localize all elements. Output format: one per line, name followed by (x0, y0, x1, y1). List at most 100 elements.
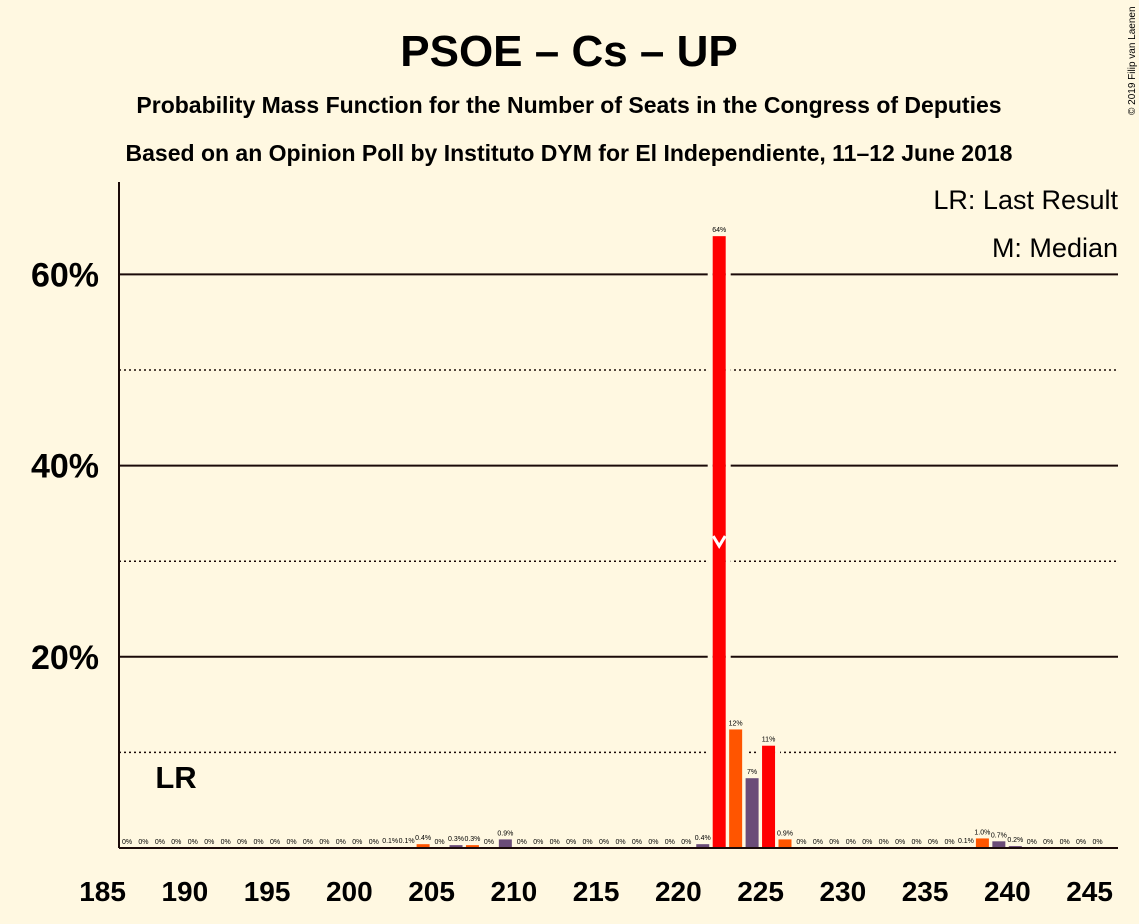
bar-label-seat-217: 0% (632, 839, 642, 846)
bar-seat-239 (992, 841, 1006, 848)
x-tick-label: 210 (490, 876, 537, 907)
bar-label-seat-193: 0% (237, 839, 247, 846)
bar-label-seat-206: 0.3% (448, 836, 464, 843)
bar-seat-204 (416, 844, 430, 848)
bar-label-seat-225: 11% (762, 737, 776, 744)
gridline-gap (707, 272, 713, 277)
gridline-gap (725, 559, 731, 564)
bar-label-seat-205: 0% (434, 839, 444, 846)
bar-label-seat-230: 0% (846, 839, 856, 846)
bar-seat-238 (975, 838, 989, 848)
bar-seat-223 (729, 729, 743, 848)
bar-seat-206 (449, 845, 463, 848)
x-tick-label: 235 (902, 876, 949, 907)
bar-label-seat-221: 0.4% (695, 835, 711, 842)
chart-title: PSOE – Cs – UP (400, 27, 737, 76)
bar-label-seat-200: 0% (352, 839, 362, 846)
gridlines (119, 272, 1118, 755)
bar-label-seat-204: 0.4% (415, 835, 431, 842)
bar-label-seat-228: 0% (813, 839, 823, 846)
bar-label-seat-222: 64% (712, 227, 726, 234)
bar-label-seat-203: 0.1% (399, 838, 415, 845)
bar-label-seat-237: 0.1% (958, 838, 974, 845)
bar-label-seat-218: 0% (648, 839, 658, 846)
bar-label-seat-202: 0.1% (382, 838, 398, 845)
gridline-gap (725, 368, 731, 372)
bar-label-seat-211: 0% (533, 839, 543, 846)
bar-seat-222 (712, 236, 726, 848)
gridline-gap (725, 272, 731, 277)
bar-label-seat-195: 0% (270, 839, 280, 846)
median-marker (711, 535, 727, 549)
bars (383, 236, 1022, 848)
y-tick-label: 40% (31, 448, 99, 486)
gridline-gap (742, 750, 748, 755)
gridline-gap (707, 463, 713, 468)
bar-label-seat-191: 0% (204, 839, 214, 846)
bar-label-seat-241: 0% (1027, 839, 1037, 846)
bar-label-seat-213: 0% (566, 839, 576, 846)
bar-label-seat-243: 0% (1060, 839, 1070, 846)
x-tick-label: 220 (655, 876, 702, 907)
y-tick-labels: 20% 40% 60% (31, 256, 99, 676)
legend-last-result: LR: Last Result (933, 185, 1118, 215)
bar-label-seat-224: 7% (747, 769, 757, 776)
bar-label-seat-190: 0% (188, 839, 198, 846)
bar-label-seat-245: 0% (1092, 839, 1102, 846)
bar-label-seat-186: 0% (122, 839, 132, 846)
x-tick-label: 230 (819, 876, 866, 907)
bar-label-seat-199: 0% (336, 839, 346, 846)
bar-label-seat-242: 0% (1043, 839, 1053, 846)
gridline-gap (725, 463, 731, 468)
gridline-gap (725, 654, 731, 659)
copyright-notice: © 2019 Filip van Laenen (1127, 6, 1138, 115)
x-tick-label: 240 (984, 876, 1031, 907)
gridline-gap (707, 750, 713, 755)
x-tick-label: 205 (408, 876, 455, 907)
x-tick-label: 190 (161, 876, 208, 907)
median-chevron (711, 535, 727, 549)
bar-label-seat-208: 0% (484, 839, 494, 846)
last-result-marker: LR (155, 760, 196, 795)
bar-seat-224 (745, 778, 759, 848)
gridline-gap (775, 750, 781, 755)
y-tick-label: 20% (31, 639, 99, 677)
bar-label-seat-198: 0% (319, 839, 329, 846)
bar-label-seat-223: 12% (729, 720, 743, 727)
x-tick-label: 195 (244, 876, 291, 907)
bar-label-seat-192: 0% (221, 839, 231, 846)
bar-label-seat-194: 0% (254, 839, 264, 846)
bar-label-seat-212: 0% (550, 839, 560, 846)
bar-seat-221 (696, 844, 710, 848)
bar-label-seat-239: 0.7% (991, 832, 1007, 839)
gridline-gap (707, 559, 713, 564)
bar-label-seat-210: 0% (517, 839, 527, 846)
bar-label-seat-232: 0% (879, 839, 889, 846)
bar-label-seat-235: 0% (928, 839, 938, 846)
bar-label-seat-231: 0% (862, 839, 872, 846)
bar-label-seat-187: 0% (138, 839, 148, 846)
bar-label-seat-214: 0% (583, 839, 593, 846)
bar-seat-225 (762, 745, 776, 848)
legend-median: M: Median (992, 233, 1118, 263)
bar-label-seat-236: 0% (944, 839, 954, 846)
x-tick-label: 225 (737, 876, 784, 907)
chart-subtitle-2: Based on an Opinion Poll by Instituto DY… (126, 140, 1013, 166)
x-tick-labels: 185 190 195 200 205 210 215 220 225 230 235 240 245 (79, 876, 1113, 907)
y-tick-label: 60% (31, 256, 99, 294)
bar-seat-207 (465, 845, 479, 848)
x-tick-label: 185 (79, 876, 126, 907)
bar-label-seat-215: 0% (599, 839, 609, 846)
data-labels: 0% 0% 0% 0% 0% 0% 0% 0% 0% 0% 0% 0% 0% 0% 0% 0% 0.1% 0.1%… (122, 227, 1103, 846)
gridline-gap (724, 750, 730, 755)
bar-label-seat-219: 0% (665, 839, 675, 846)
bar-label-seat-209: 0.9% (497, 830, 513, 837)
bar-label-seat-244: 0% (1076, 839, 1086, 846)
bar-label-seat-234: 0% (912, 839, 922, 846)
bar-label-seat-188: 0% (155, 839, 165, 846)
bar-seat-226 (778, 839, 792, 848)
bar-label-seat-220: 0% (681, 839, 691, 846)
bar-label-seat-233: 0% (895, 839, 905, 846)
